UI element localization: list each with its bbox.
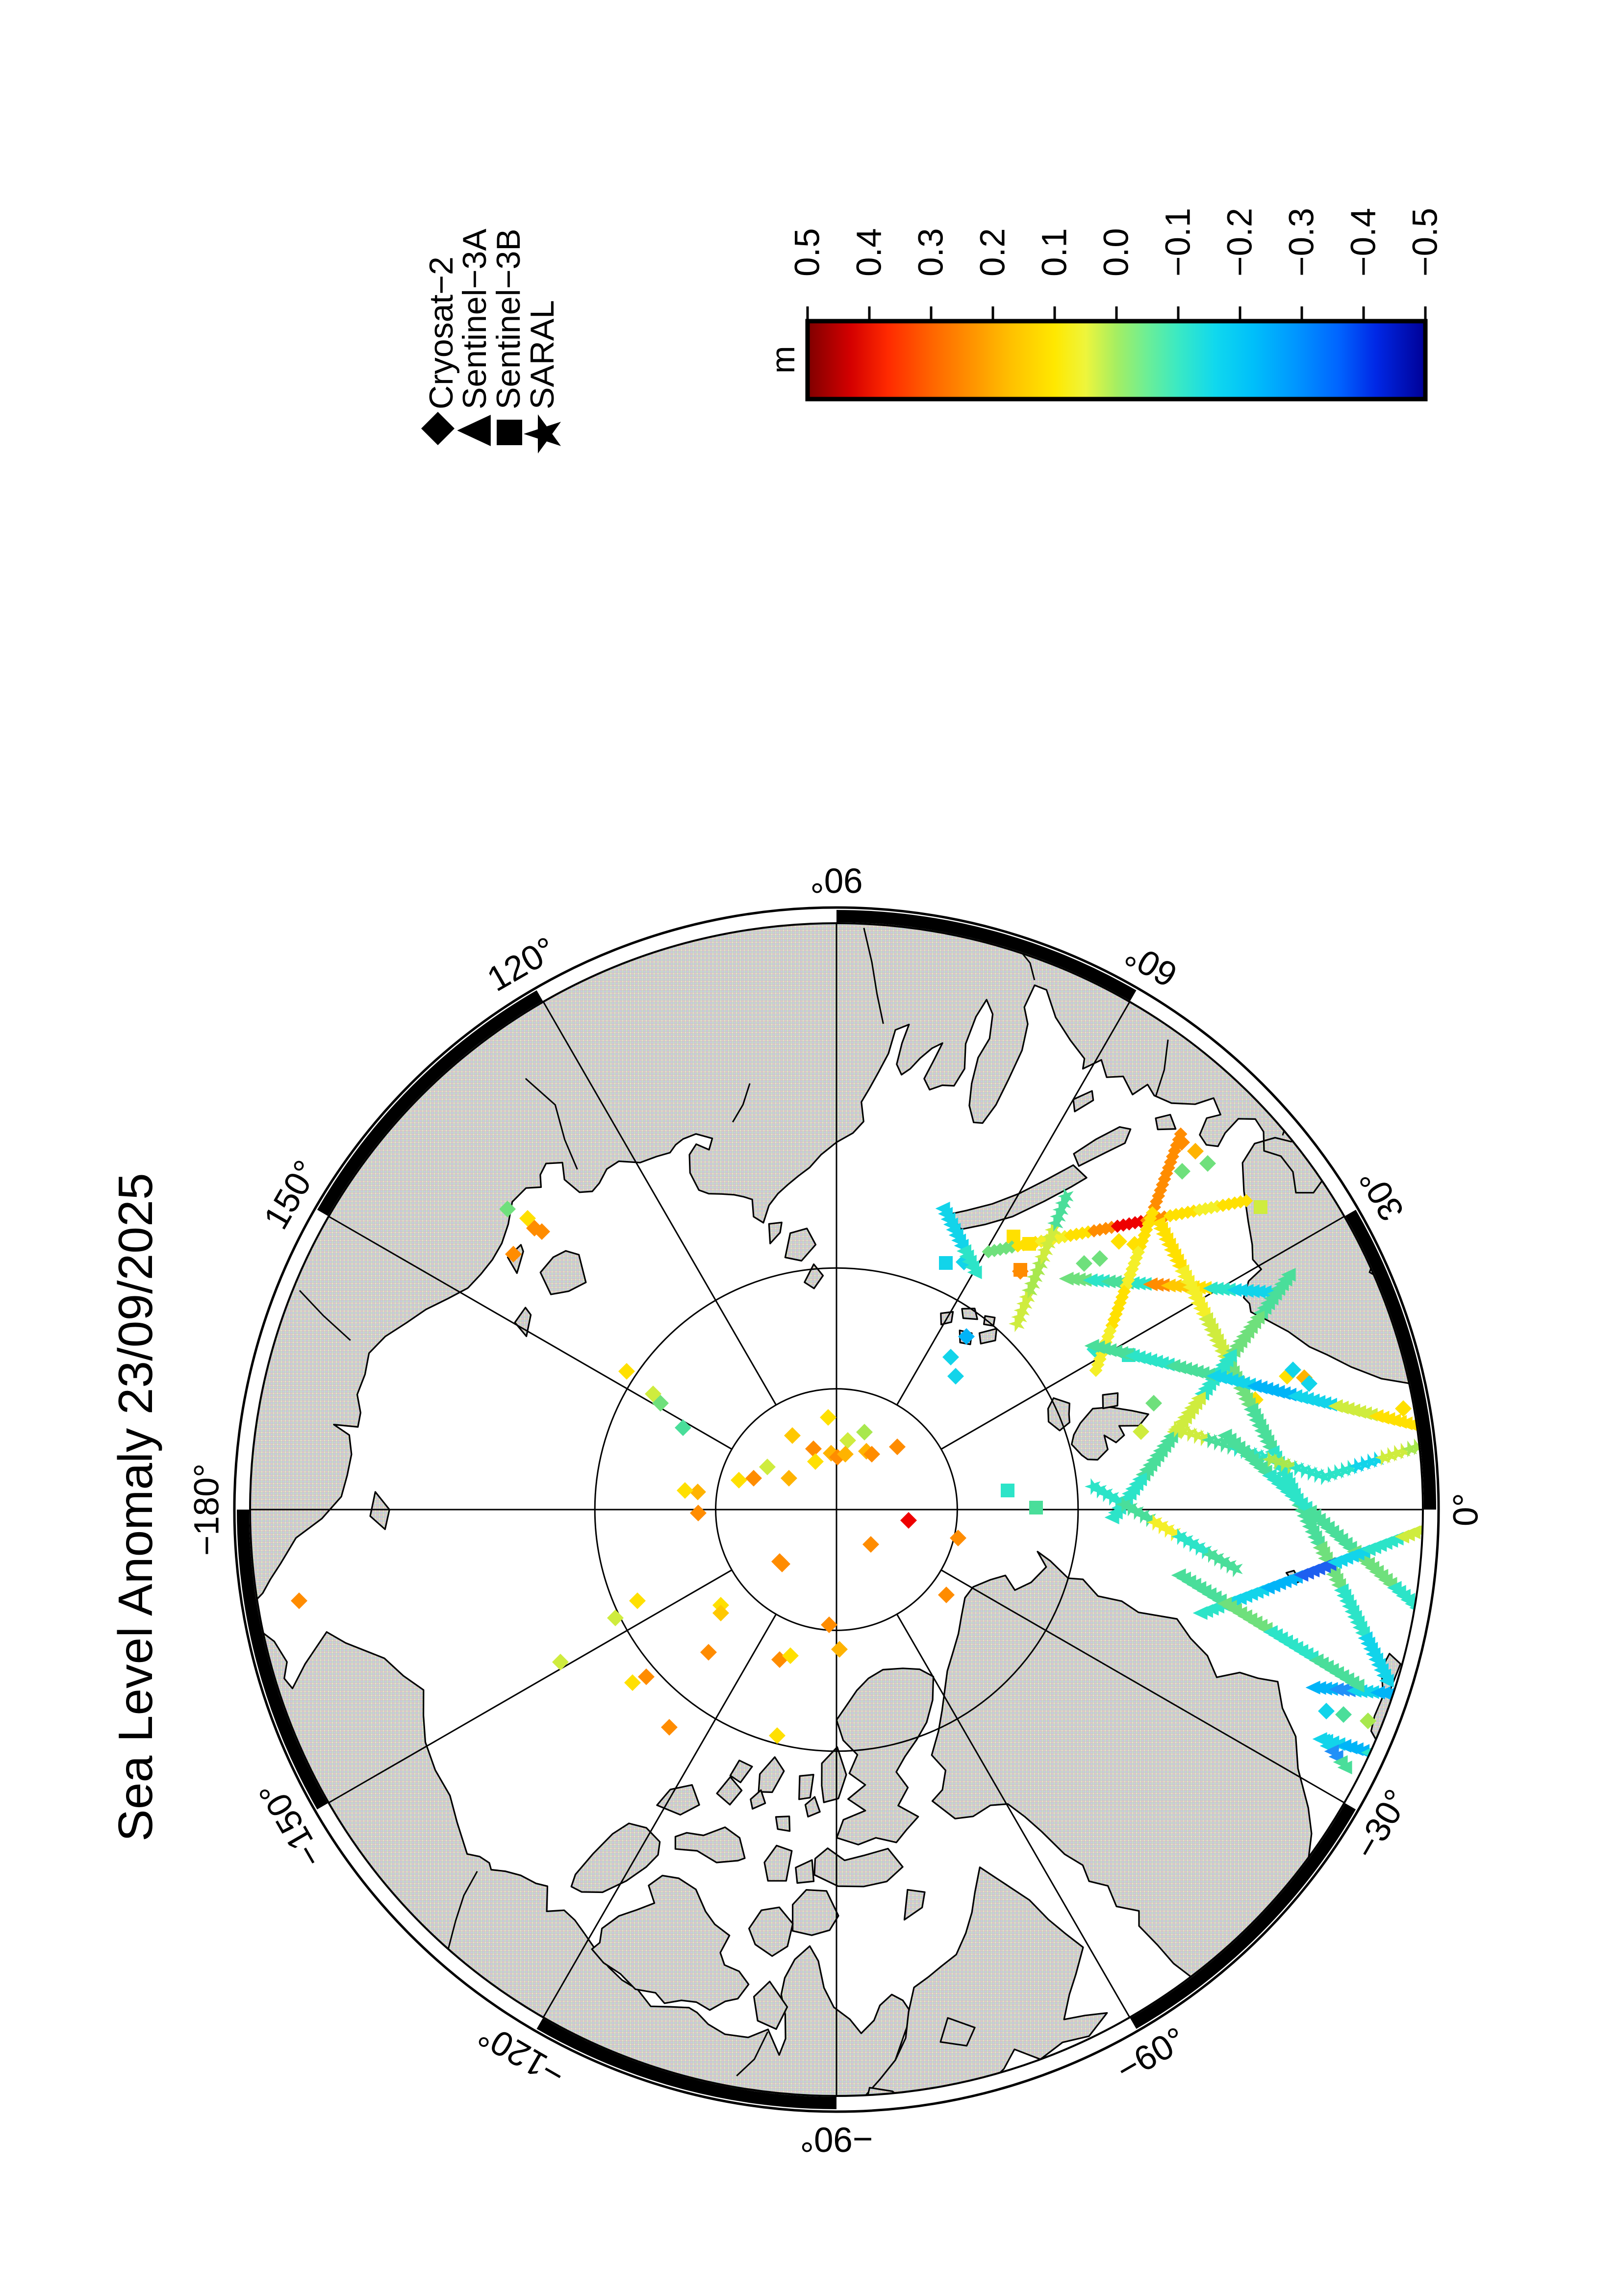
svg-text:0.5: 0.5 (788, 228, 827, 277)
svg-text:0.1: 0.1 (1036, 228, 1074, 277)
svg-text:0.3: 0.3 (912, 228, 951, 277)
svg-text:Sentinel−3A: Sentinel−3A (456, 228, 493, 409)
svg-text:Cryosat−2: Cryosat−2 (423, 256, 460, 409)
svg-text:0.0: 0.0 (1097, 228, 1136, 277)
svg-text:−0.5: −0.5 (1406, 208, 1445, 277)
svg-text:−180°: −180° (188, 1463, 227, 1556)
svg-text:0.2: 0.2 (974, 228, 1013, 277)
svg-text:90°: 90° (810, 861, 862, 900)
svg-text:Sea Level Anomaly 23/09/2025: Sea Level Anomaly 23/09/2025 (108, 1173, 162, 1842)
svg-text:Sentinel−3B: Sentinel−3B (490, 228, 527, 409)
svg-text:m: m (764, 346, 802, 374)
svg-text:−0.1: −0.1 (1159, 208, 1198, 277)
svg-text:SARAL: SARAL (524, 300, 561, 409)
svg-text:0°: 0° (1447, 1493, 1486, 1526)
svg-text:−0.2: −0.2 (1221, 208, 1260, 277)
svg-text:−90°: −90° (800, 2120, 873, 2159)
svg-text:−0.4: −0.4 (1344, 208, 1383, 277)
svg-text:−0.3: −0.3 (1283, 208, 1321, 277)
svg-text:0.4: 0.4 (850, 228, 889, 277)
